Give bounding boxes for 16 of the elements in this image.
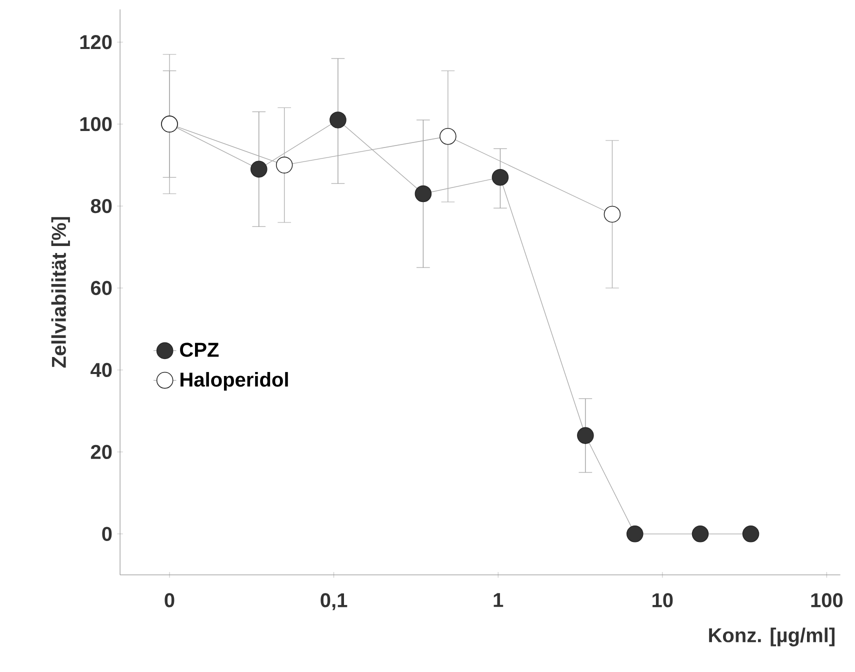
x-tick-label: 1 [494, 592, 504, 607]
x-tick-label: 100 [811, 592, 843, 608]
y-tick-label: 120 [80, 34, 112, 50]
x-tick-label: 0 [164, 592, 174, 608]
y-tick-label: 40 [90, 362, 112, 377]
y-tick-label: 80 [90, 198, 112, 213]
y-axis-title: Zellviabilität [%] [51, 216, 70, 368]
x-tick-label: 10 [652, 592, 673, 608]
y-tick-label: 0 [102, 526, 112, 541]
y-tick-label: 100 [80, 116, 112, 132]
legend-label: CPZ [180, 342, 219, 357]
x-axis-title: Konz. [µg/ml] [709, 627, 834, 646]
x-tick-label: 0,1 [320, 592, 348, 610]
y-tick-label: 60 [90, 280, 112, 295]
y-tick-label: 20 [90, 444, 112, 459]
legend-label: Haloperidol [180, 372, 288, 391]
